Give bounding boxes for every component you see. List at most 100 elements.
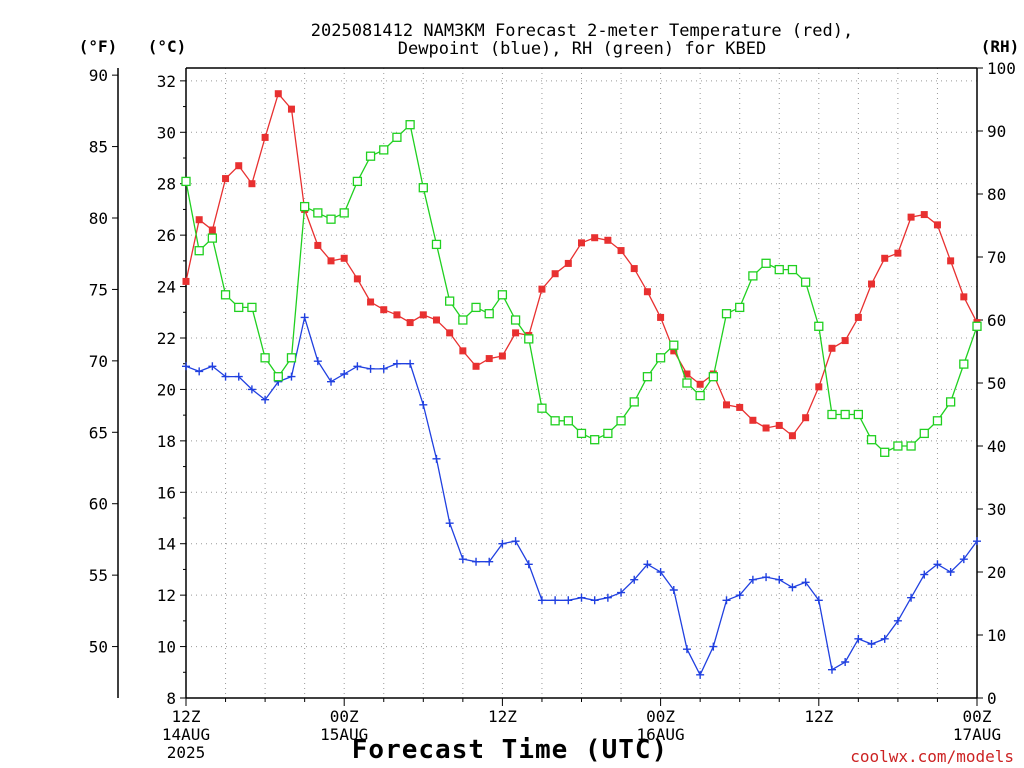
rh-point <box>774 264 784 275</box>
rh-point <box>761 258 771 268</box>
fahrenheit-tick-label: 70 <box>89 352 108 371</box>
rh-point <box>840 409 850 420</box>
rh-point <box>708 372 718 382</box>
dewpoint-line <box>185 314 978 677</box>
rh-point <box>207 233 218 243</box>
rh-tick-label: 50 <box>987 374 1006 393</box>
dewpoint-point <box>814 596 823 605</box>
dewpoint-point <box>709 642 718 651</box>
dewpoint-point <box>511 537 520 546</box>
dewpoint-point <box>973 537 981 546</box>
temperature-point <box>604 236 612 244</box>
rh-point <box>339 208 349 218</box>
rh-point <box>669 340 679 350</box>
temperature-point <box>248 180 256 188</box>
fahrenheit-unit-label: (°F) <box>79 37 118 56</box>
rh-point <box>735 302 745 313</box>
dewpoint-point <box>300 313 309 322</box>
rh-point <box>642 372 653 382</box>
rh-point <box>550 416 560 426</box>
x-tick-label: 00Z <box>963 707 992 726</box>
celsius-tick-label: 16 <box>157 483 176 502</box>
temperature-point <box>696 380 704 388</box>
rh-point <box>563 416 573 426</box>
rh-tick-label: 70 <box>987 248 1006 267</box>
fahrenheit-tick-label: 80 <box>89 209 108 228</box>
temperature-point <box>314 241 322 249</box>
rh-point <box>247 302 257 313</box>
temperature-point <box>327 257 335 265</box>
temperature-point <box>340 254 348 262</box>
rh-point <box>814 321 824 331</box>
x-tick-label: 16AUG <box>637 725 685 744</box>
fahrenheit-tick-label: 90 <box>89 66 108 85</box>
axes: 8 10 12 14 16 18 20 22 24 26 28 30 32 50 55 60 65 70 75 80 8… <box>89 59 1016 762</box>
rh-point <box>787 264 798 275</box>
rh-unit-label: (RH) <box>981 37 1020 56</box>
rh-point <box>418 183 428 193</box>
dewpoint-point <box>366 364 375 373</box>
temperature-point <box>815 383 823 391</box>
temperature-point <box>261 133 269 141</box>
temperature-point <box>657 313 665 321</box>
dewpoint-point <box>379 364 388 373</box>
temperature-point <box>393 311 401 319</box>
temperature-point <box>894 249 902 257</box>
temperature-point <box>419 311 427 319</box>
rh-point <box>695 390 705 401</box>
dewpoint-point <box>827 665 836 674</box>
rh-tick-label: 60 <box>987 311 1006 330</box>
fahrenheit-tick-label: 55 <box>89 566 108 585</box>
rh-point <box>682 378 692 388</box>
rh-tick-label: 100 <box>987 59 1016 78</box>
rh-point <box>629 397 639 407</box>
dewpoint-point <box>537 596 546 605</box>
rh-tick-label: 20 <box>987 563 1006 582</box>
temperature-point <box>353 275 361 283</box>
rh-point <box>537 403 547 413</box>
rh-point <box>431 239 442 250</box>
dewpoint-point <box>735 591 744 600</box>
rh-point <box>590 435 600 445</box>
temperature-point <box>723 401 731 409</box>
dewpoint-point <box>195 367 204 376</box>
dewpoint-point <box>287 372 296 381</box>
rh-point <box>445 296 455 306</box>
dewpoint-point <box>524 560 533 569</box>
dewpoint-point <box>643 560 652 569</box>
x-tick-label: 12Z <box>172 707 201 726</box>
temperature-point <box>380 306 388 314</box>
rh-point <box>458 315 468 325</box>
temperature-point <box>947 257 955 265</box>
dewpoint-point <box>577 593 586 602</box>
rh-point <box>906 441 916 451</box>
dewpoint-point <box>485 557 494 566</box>
celsius-tick-label: 26 <box>157 226 176 245</box>
dewpoint-point <box>696 670 705 679</box>
dewpoint-point <box>617 588 626 597</box>
rh-tick-label: 0 <box>987 689 997 708</box>
rh-point <box>273 372 283 382</box>
dewpoint-point <box>682 645 691 654</box>
dewpoint-point <box>392 359 401 368</box>
dewpoint-point <box>458 555 467 564</box>
chart-title-line-2: Dewpoint (blue), RH (green) for KBED <box>398 39 766 59</box>
temperature-point <box>854 313 862 321</box>
rh-tick-label: 40 <box>987 437 1006 456</box>
temperature-point <box>274 90 282 98</box>
temperature-point <box>406 319 414 327</box>
rh-point <box>497 290 508 300</box>
temperature-point <box>195 216 203 224</box>
dewpoint-point <box>854 634 863 643</box>
dewpoint-point <box>234 372 243 381</box>
rh-point <box>286 353 297 363</box>
temperature-point <box>841 337 849 345</box>
temperature-point <box>459 347 467 355</box>
rh-point <box>352 176 363 187</box>
dewpoint-point <box>762 573 771 582</box>
rh-point <box>616 416 626 426</box>
rh-point <box>853 409 863 420</box>
celsius-tick-label: 18 <box>157 432 176 451</box>
x-tick-label: 17AUG <box>953 725 1001 744</box>
